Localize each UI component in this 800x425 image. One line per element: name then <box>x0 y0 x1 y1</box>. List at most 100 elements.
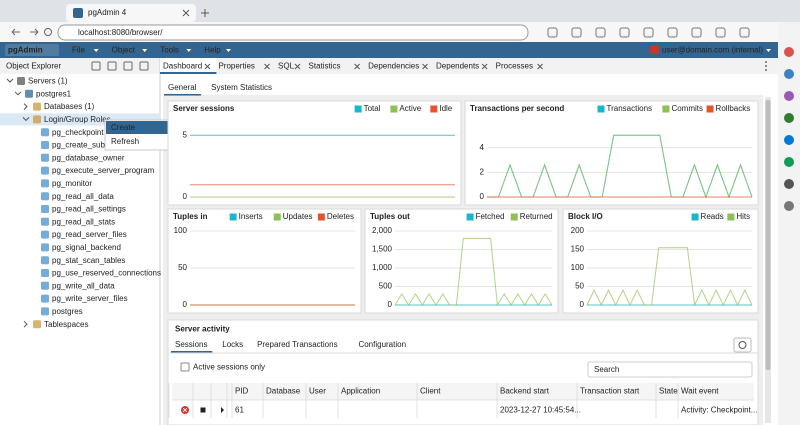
tree-label[interactable]: pg_write_server_files <box>52 294 128 303</box>
menu[interactable]: File <box>72 46 85 55</box>
close-icon[interactable] <box>294 63 301 70</box>
scroll-thumb[interactable] <box>765 100 771 370</box>
explorer-tool[interactable] <box>91 61 101 71</box>
tree-label[interactable]: Login/Group Roles <box>44 115 111 124</box>
reload-icon[interactable] <box>44 28 52 36</box>
toolbar-icon[interactable] <box>619 27 630 38</box>
close-icon[interactable] <box>182 407 188 413</box>
toolbar-icon[interactable] <box>643 27 654 38</box>
toolbar-icon[interactable] <box>715 27 726 38</box>
kebab-dot[interactable] <box>765 69 767 71</box>
tree-label[interactable]: pg_monitor <box>52 179 92 188</box>
subtab[interactable]: System Statistics <box>211 83 272 92</box>
tree-label[interactable]: Databases (1) <box>44 102 95 111</box>
menu-item[interactable]: Create <box>111 123 136 132</box>
column-header[interactable]: PID <box>235 387 249 396</box>
sidebar-icon[interactable] <box>784 113 794 123</box>
menu[interactable]: Help <box>204 46 221 55</box>
tree-label[interactable]: pg_create_subscription <box>52 141 135 150</box>
tree-label[interactable]: postgres1 <box>36 89 72 98</box>
subtab[interactable]: General <box>168 83 197 92</box>
sidebar-icon[interactable] <box>784 179 794 189</box>
tab[interactable]: Statistics <box>309 62 341 71</box>
user[interactable]: user@domain.com (internal) <box>662 46 763 55</box>
column-header[interactable]: Database <box>266 387 301 396</box>
activity-tab[interactable]: Locks <box>222 340 243 349</box>
url-box[interactable] <box>57 24 529 41</box>
checkbox[interactable] <box>180 362 190 372</box>
tree-label[interactable]: postgres <box>52 307 83 316</box>
column-header[interactable]: Transaction start <box>580 387 640 396</box>
close-icon[interactable] <box>422 63 428 70</box>
column-header[interactable]: Application <box>341 387 380 396</box>
sidebar-icon[interactable] <box>784 135 794 145</box>
tree-label[interactable]: pg_write_all_data <box>52 281 115 290</box>
column-header[interactable]: Client <box>420 387 441 396</box>
column-header[interactable]: User <box>309 387 326 396</box>
close-icon[interactable] <box>264 63 270 70</box>
kebab-dot[interactable] <box>765 65 767 67</box>
menu[interactable]: Tools <box>160 46 179 55</box>
toolbar-icon[interactable] <box>691 27 702 38</box>
toolbar-icon[interactable] <box>739 27 750 38</box>
browser-tab[interactable] <box>66 4 196 22</box>
tree-label[interactable]: Tablespaces <box>44 320 88 329</box>
sidebar-icon[interactable] <box>784 201 794 211</box>
search-box[interactable] <box>587 361 753 378</box>
tree-label[interactable]: pg_execute_server_program <box>52 166 155 175</box>
toolbar-icon[interactable] <box>571 27 582 38</box>
tree-label[interactable]: pg_stat_scan_tables <box>52 256 125 265</box>
sidebar-icon[interactable] <box>784 91 794 101</box>
new-tab-icon[interactable] <box>201 9 209 17</box>
menu-item[interactable]: Refresh <box>111 137 139 146</box>
tab[interactable]: Processes <box>496 62 533 71</box>
toolbar-icon[interactable] <box>595 27 606 38</box>
row-expander[interactable] <box>221 407 224 413</box>
activity-tab[interactable]: Sessions <box>175 340 207 349</box>
close-icon[interactable] <box>354 63 360 70</box>
explorer-tool[interactable] <box>123 61 133 71</box>
expander[interactable] <box>6 78 14 83</box>
tab[interactable]: Dashboard <box>163 62 202 71</box>
column-header[interactable]: Backend start <box>500 387 550 396</box>
terminate-icon[interactable] <box>200 407 206 413</box>
tree-label[interactable]: pg_read_server_files <box>52 230 127 239</box>
sidebar-icon[interactable] <box>784 69 794 79</box>
tree-label[interactable]: pg_read_all_data <box>52 192 114 201</box>
close-icon[interactable] <box>537 63 543 70</box>
toolbar-icon[interactable] <box>667 27 678 38</box>
close-icon[interactable] <box>182 9 190 17</box>
tree-label[interactable]: pg_database_owner <box>52 153 125 162</box>
tree-label[interactable]: pg_checkpoint <box>52 128 104 137</box>
tab[interactable]: Properties <box>218 62 254 71</box>
column-header[interactable]: Wait event <box>681 387 719 396</box>
checkbox-label[interactable]: Active sessions only <box>193 363 265 372</box>
tree-label[interactable]: pg_signal_backend <box>52 243 121 252</box>
tree-label[interactable]: pg_use_reserved_connections <box>52 269 161 278</box>
tab[interactable]: Dependencies <box>368 62 419 71</box>
activity-tab[interactable]: Configuration <box>358 340 406 349</box>
activity-tab[interactable]: Prepared Transactions <box>257 340 338 349</box>
nav-buttons[interactable] <box>11 28 39 36</box>
tree-label[interactable]: pg_read_all_stats <box>52 217 115 226</box>
tab[interactable]: Dependents <box>436 62 479 71</box>
close-icon[interactable] <box>204 63 211 70</box>
explorer-tool[interactable] <box>107 61 117 71</box>
sidebar-icon[interactable] <box>784 157 794 167</box>
refresh-button[interactable] <box>733 337 752 353</box>
expander[interactable] <box>14 91 22 96</box>
explorer-tool[interactable] <box>139 61 149 71</box>
tree-label[interactable]: pg_read_all_settings <box>52 205 126 214</box>
toolbar-icon[interactable] <box>547 27 558 38</box>
menu[interactable]: Object <box>112 46 136 55</box>
close-icon[interactable] <box>481 63 488 70</box>
tab[interactable]: SQL <box>278 62 295 71</box>
tree-label[interactable]: Servers (1) <box>28 77 68 86</box>
explorer-header <box>0 58 160 74</box>
sidebar-icon[interactable] <box>784 47 794 57</box>
column-header[interactable]: State <box>659 387 678 396</box>
expander[interactable] <box>23 103 28 110</box>
kebab-dot[interactable] <box>765 61 767 63</box>
expander[interactable] <box>22 117 30 122</box>
expander[interactable] <box>23 320 28 328</box>
